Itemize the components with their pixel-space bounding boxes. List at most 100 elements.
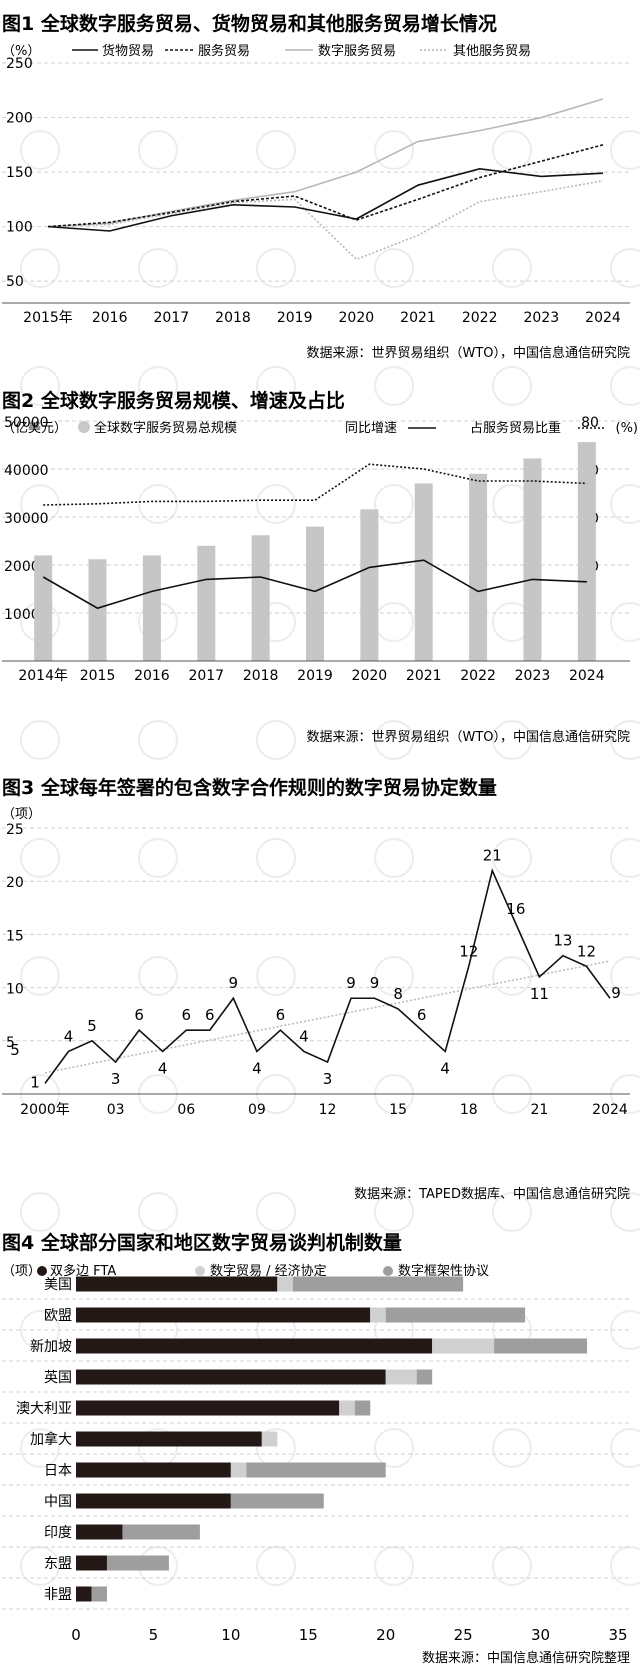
y-tick-label: 250 bbox=[6, 56, 33, 72]
data-label: 1 bbox=[30, 1073, 40, 1091]
watermark-mark bbox=[374, 602, 414, 642]
bar-2021 bbox=[414, 483, 433, 661]
x-tick-label: 10 bbox=[221, 1626, 240, 1644]
bar-英国-数字贸易 / 经济协定 bbox=[385, 1369, 417, 1385]
data-label: 8 bbox=[393, 985, 403, 1003]
data-label: 21 bbox=[483, 847, 502, 865]
row-label-英国: 英国 bbox=[44, 1369, 72, 1386]
series-line-其他服务贸易 bbox=[47, 180, 604, 261]
watermark-mark bbox=[138, 838, 178, 878]
y-tick-label: 150 bbox=[6, 165, 33, 181]
watermark-mark bbox=[492, 838, 532, 878]
x-tick-label: 0 bbox=[71, 1626, 81, 1644]
x-tick-label: 2017 bbox=[188, 668, 224, 684]
watermark-mark bbox=[20, 130, 60, 170]
data-label: 4 bbox=[440, 1059, 450, 1077]
figure-3: 图3 全球每年签署的包含数字合作规则的数字贸易协定数量 （项） 51015202… bbox=[2, 776, 630, 1202]
bar-澳大利亚-双多边 FTA bbox=[76, 1400, 340, 1416]
y-tick-label: 100 bbox=[6, 220, 33, 236]
legend-goods-trade: 货物贸易 bbox=[102, 43, 154, 59]
watermark-mark bbox=[374, 1546, 414, 1586]
bar-日本-数字贸易 / 经济协定 bbox=[230, 1462, 247, 1478]
watermark-mark bbox=[138, 720, 178, 760]
figure-2-right-unit: (%) bbox=[616, 421, 639, 436]
series-line-服务贸易 bbox=[47, 144, 604, 228]
x-tick-label: 2017 bbox=[154, 310, 190, 326]
data-label: 9 bbox=[229, 974, 239, 992]
watermark-mark bbox=[492, 248, 532, 288]
watermark-mark bbox=[492, 1428, 532, 1468]
bar-美国-数字框架性协议 bbox=[292, 1276, 464, 1292]
bar-加拿大-双多边 FTA bbox=[76, 1431, 262, 1447]
bar-英国-双多边 FTA bbox=[76, 1369, 386, 1385]
data-label: 11 bbox=[530, 985, 549, 1003]
watermark-mark bbox=[610, 720, 640, 760]
data-label: 4 bbox=[158, 1059, 168, 1077]
bar-2016 bbox=[142, 555, 161, 661]
legend-digital-services-trade: 数字服务贸易 bbox=[318, 43, 396, 59]
row-label-东盟: 东盟 bbox=[44, 1556, 72, 1572]
x-tick-label: 2022 bbox=[460, 668, 496, 684]
bar-加拿大-数字贸易 / 经济协定 bbox=[261, 1431, 278, 1447]
watermark-mark bbox=[492, 720, 532, 760]
data-label: 4 bbox=[252, 1059, 262, 1077]
x-tick-label: 2024 bbox=[585, 310, 621, 326]
bar-日本-双多边 FTA bbox=[76, 1462, 231, 1478]
watermark-mark bbox=[492, 1546, 532, 1586]
x-tick-label: 25 bbox=[454, 1626, 473, 1644]
watermark-mark bbox=[138, 366, 178, 406]
data-label: 6 bbox=[417, 1006, 427, 1024]
watermark-mark bbox=[610, 1192, 640, 1232]
x-tick-label: 2020 bbox=[339, 310, 375, 326]
watermark-mark bbox=[374, 720, 414, 760]
x-tick-label: 12 bbox=[319, 1102, 337, 1118]
x-tick-label: 2016 bbox=[134, 668, 170, 684]
data-label: 6 bbox=[181, 1006, 191, 1024]
watermark-mark bbox=[20, 720, 60, 760]
data-label: 5 bbox=[87, 1017, 97, 1035]
bar-新加坡-数字贸易 / 经济协定 bbox=[432, 1338, 495, 1354]
y-right-tick-label: 80 bbox=[581, 415, 599, 431]
legend-digital-agreement: 数字贸易 / 经济协定 bbox=[210, 1264, 327, 1279]
row-label-日本: 日本 bbox=[44, 1463, 72, 1479]
x-tick-label: 2020 bbox=[352, 668, 388, 684]
watermark-mark bbox=[138, 956, 178, 996]
watermark-mark bbox=[374, 956, 414, 996]
bar-英国-数字框架性协议 bbox=[416, 1369, 433, 1385]
legend-framework-swatch bbox=[383, 1266, 393, 1276]
x-tick-label: 2024 bbox=[569, 668, 605, 684]
growth-rate-line bbox=[42, 559, 587, 610]
watermark-mark bbox=[256, 366, 296, 406]
watermark-mark bbox=[138, 1192, 178, 1232]
x-tick-label: 5 bbox=[149, 1626, 159, 1644]
data-label: 9 bbox=[370, 974, 380, 992]
bar-2015 bbox=[88, 559, 107, 661]
bar-新加坡-数字框架性协议 bbox=[494, 1338, 588, 1354]
legend-fta-swatch bbox=[37, 1266, 47, 1276]
x-tick-label: 35 bbox=[608, 1626, 627, 1644]
legend-framework: 数字框架性协议 bbox=[398, 1264, 489, 1279]
bar-2022 bbox=[469, 473, 488, 661]
legend-bar-swatch bbox=[78, 421, 90, 433]
watermark-mark bbox=[610, 484, 640, 524]
x-tick-label: 2023 bbox=[524, 310, 560, 326]
row-label-中国: 中国 bbox=[44, 1494, 72, 1510]
legend-share: 占服务贸易比重 bbox=[470, 420, 561, 436]
legend-fta: 双多边 FTA bbox=[50, 1263, 116, 1279]
watermark-mark bbox=[610, 838, 640, 878]
watermark-mark bbox=[374, 838, 414, 878]
bar-2020 bbox=[360, 509, 379, 661]
x-tick-label: 2016 bbox=[92, 310, 128, 326]
watermark-mark bbox=[20, 838, 60, 878]
bar-中国-双多边 FTA bbox=[76, 1493, 231, 1509]
figure-4-title: 图4 全球部分国家和地区数字贸易谈判机制数量 bbox=[2, 1231, 402, 1254]
data-label: 9 bbox=[611, 984, 621, 1002]
row-label-新加坡: 新加坡 bbox=[30, 1339, 72, 1355]
bar-非盟-双多边 FTA bbox=[76, 1586, 92, 1602]
watermark-mark bbox=[610, 130, 640, 170]
y-tick-label: 15 bbox=[6, 928, 24, 944]
watermark-mark bbox=[374, 366, 414, 406]
y-left-tick-label: 50000 bbox=[4, 415, 49, 431]
x-tick-label: 06 bbox=[177, 1102, 195, 1118]
bar-2019 bbox=[306, 526, 324, 661]
